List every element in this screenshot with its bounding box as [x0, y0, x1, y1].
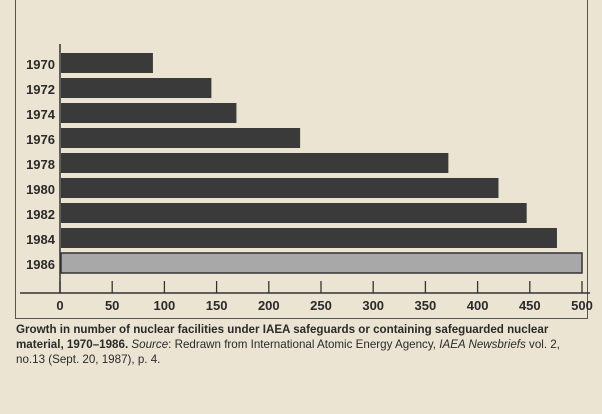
caption-source-label: Source: [131, 338, 169, 351]
x-tick-label-500: 500: [571, 298, 593, 313]
bar-1980: [61, 178, 499, 198]
y-tick-label-1972: 1972: [26, 82, 55, 97]
y-tick-label-1980: 1980: [26, 182, 55, 197]
bar-1984: [61, 228, 557, 248]
bar-1974: [61, 103, 237, 123]
caption-source-text: : Redrawn from International Atomic Ener…: [168, 338, 440, 351]
x-tick-label-400: 400: [467, 298, 489, 313]
x-tick-label-300: 300: [362, 298, 384, 313]
x-tick-label-200: 200: [258, 298, 280, 313]
x-tick-label-0: 0: [56, 298, 63, 313]
x-tick-label-100: 100: [154, 298, 176, 313]
y-tick-label-1970: 1970: [26, 57, 55, 72]
bar-1986: [60, 252, 583, 274]
caption-title: Growth in number of nuclear facilities u…: [16, 323, 549, 351]
bar-1972: [61, 78, 212, 98]
chart-frame: [15, 0, 588, 319]
x-tick-label-150: 150: [206, 298, 228, 313]
y-tick-label-1976: 1976: [26, 132, 55, 147]
bar-1982: [61, 203, 527, 223]
x-tick-label-350: 350: [415, 298, 437, 313]
y-tick-label-1984: 1984: [26, 232, 56, 247]
caption-publication: IAEA Newsbriefs: [439, 338, 526, 351]
y-tick-label-1974: 1974: [26, 107, 56, 122]
bar-1976: [61, 128, 301, 148]
x-tick-label-450: 450: [519, 298, 541, 313]
bar-chart: 1970 1972 1974 1976 1978 1980 1982 1984 1986 0 50 1…: [20, 44, 593, 313]
caption-details: vol. 2, no.13 (Sept. 20, 1987), p. 4.: [16, 338, 560, 366]
y-tick-label-1978: 1978: [26, 157, 55, 172]
figure-caption: Growth in number of nuclear facilities u…: [16, 322, 591, 367]
bar-1970: [61, 53, 153, 73]
x-tick-label-50: 50: [105, 298, 119, 313]
x-tick-label-250: 250: [310, 298, 332, 313]
y-tick-label-1986: 1986: [26, 257, 55, 272]
y-tick-label-1982: 1982: [26, 207, 55, 222]
bar-1978: [61, 153, 449, 173]
